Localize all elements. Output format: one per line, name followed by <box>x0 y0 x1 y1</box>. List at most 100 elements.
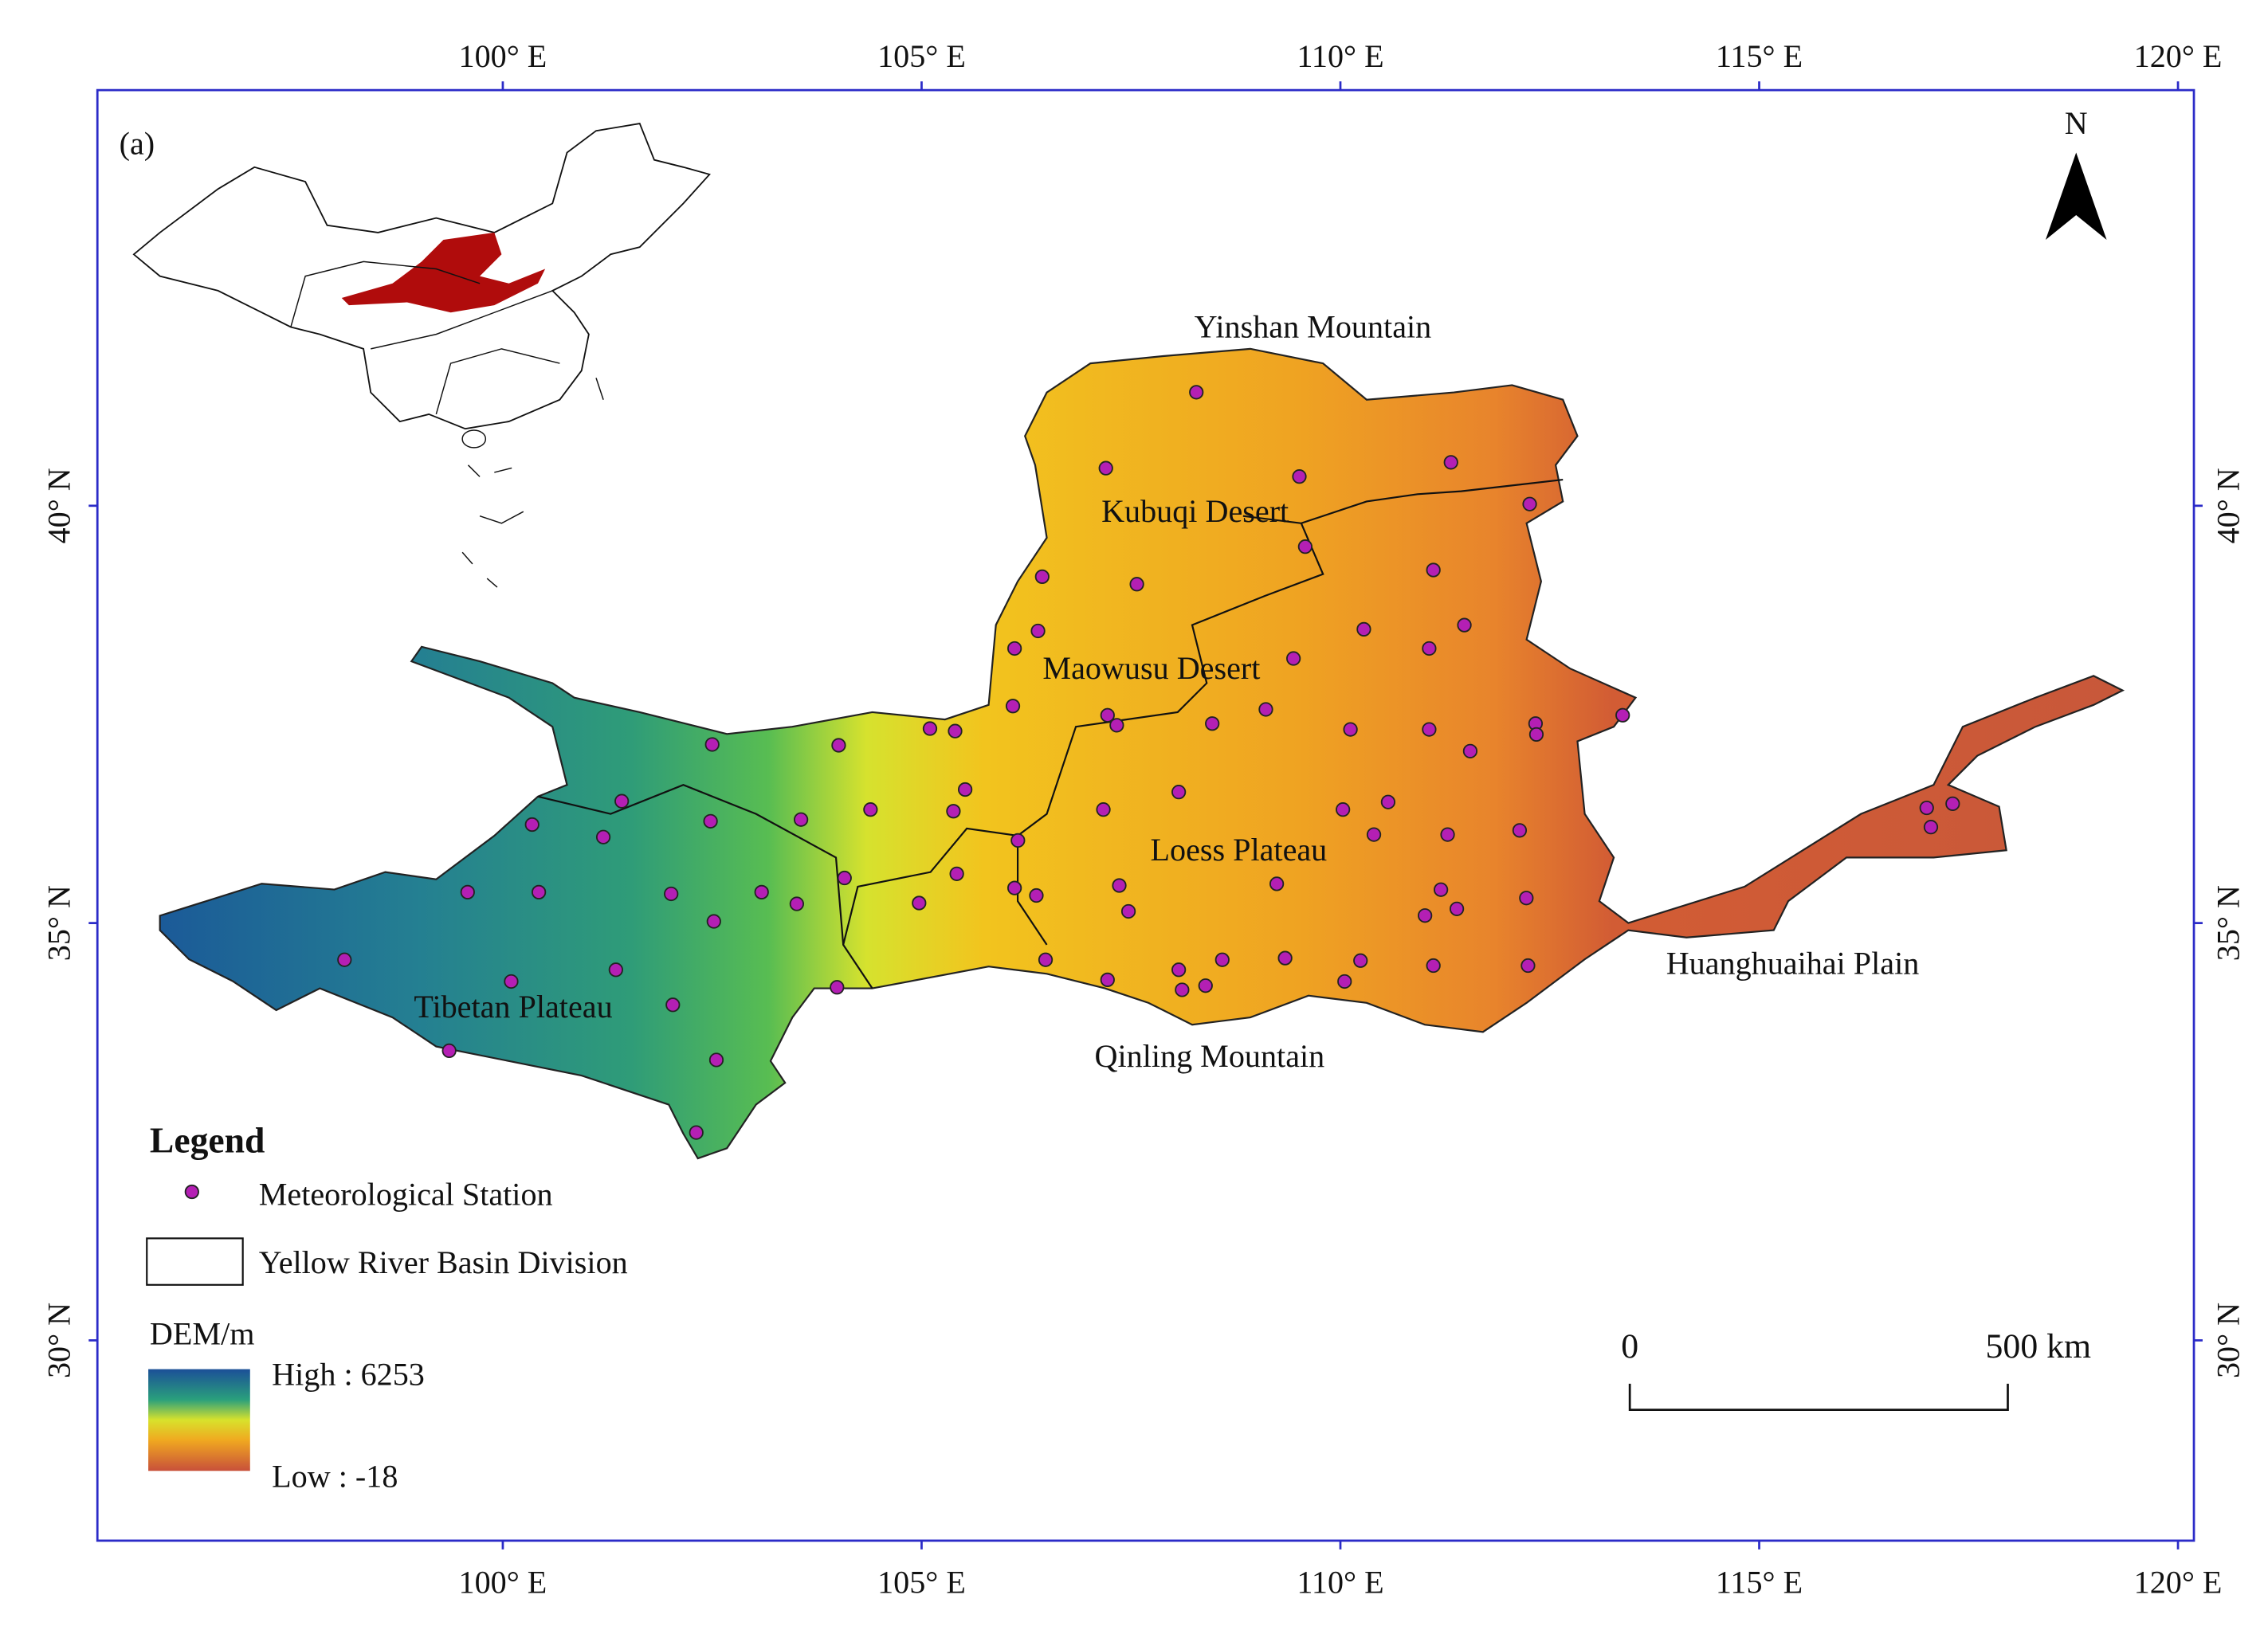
station <box>949 866 964 881</box>
lat-tick-label: 40° N <box>41 468 77 543</box>
lon-tick-label: 110° E <box>1297 1565 1383 1601</box>
station <box>1007 880 1022 895</box>
station <box>1945 796 1960 811</box>
station <box>1258 702 1273 717</box>
place-label: Qinling Mountain <box>1095 1038 1325 1074</box>
station <box>689 1125 704 1140</box>
station <box>1120 903 1136 919</box>
station <box>1297 539 1313 554</box>
station <box>1189 385 1204 400</box>
station <box>948 723 963 739</box>
scale-label: 500 km <box>1986 1327 2092 1366</box>
station <box>1615 707 1630 723</box>
station <box>830 980 845 995</box>
station <box>1443 455 1458 470</box>
divisions <box>537 478 1564 989</box>
place-label: Kubuqi Desert <box>1101 493 1289 529</box>
scale-line <box>1628 1383 2009 1412</box>
station <box>1457 617 1472 633</box>
station <box>1919 800 1934 816</box>
station <box>614 793 630 809</box>
station <box>1038 952 1054 967</box>
legend-basin-symbol <box>146 1237 244 1286</box>
station <box>703 813 718 829</box>
station <box>1269 876 1285 891</box>
lon-tick-label: 105° E <box>877 1565 966 1601</box>
lon-tick-label: 115° E <box>1716 38 1803 74</box>
station <box>1007 641 1022 656</box>
station <box>946 804 961 819</box>
station <box>1449 901 1465 916</box>
dem-colorbar <box>148 1369 250 1471</box>
lat-tick-label: 30° N <box>41 1303 77 1378</box>
legend-label: Low : -18 <box>272 1458 398 1494</box>
station <box>1029 887 1044 903</box>
lon-tick-label: 115° E <box>1716 1565 1803 1601</box>
station <box>1109 718 1124 733</box>
lon-tick-label: 105° E <box>877 38 966 74</box>
station <box>1426 562 1441 578</box>
station <box>1337 974 1352 989</box>
station <box>793 812 809 827</box>
lat-tick-label: 35° N <box>2211 885 2246 961</box>
scale-label: 0 <box>1621 1327 1638 1366</box>
station <box>837 870 852 886</box>
station <box>1171 962 1187 978</box>
inset-map <box>132 123 711 588</box>
station <box>532 884 547 899</box>
station <box>789 896 804 911</box>
station <box>1512 823 1528 838</box>
north-arrow <box>2045 152 2107 241</box>
legend-title: Legend <box>150 1120 265 1161</box>
station <box>1353 953 1368 968</box>
station <box>504 974 519 989</box>
legend-label: High : 6253 <box>272 1357 425 1393</box>
lat-tick-label: 35° N <box>41 885 77 961</box>
station <box>1292 469 1307 484</box>
station <box>1528 727 1544 742</box>
station <box>1171 785 1187 800</box>
station <box>1343 722 1358 737</box>
station <box>1422 641 1437 656</box>
station <box>1336 802 1351 817</box>
legend-station-symbol <box>184 1184 199 1200</box>
station <box>664 886 679 902</box>
station <box>524 817 540 833</box>
scale-bar: 0 500 km <box>1621 1327 2092 1412</box>
station <box>1366 827 1382 842</box>
map-frame: (a) N Yinshan Mountain Kubuqi Desert Mao… <box>41 38 2246 1601</box>
lon-tick-label: 100° E <box>459 38 547 74</box>
station <box>1380 794 1396 809</box>
station <box>1112 878 1127 893</box>
station <box>1100 707 1115 723</box>
station <box>1418 908 1433 923</box>
station <box>1356 621 1371 637</box>
lat-tick-label: 30° N <box>2211 1303 2246 1378</box>
station <box>1434 882 1449 897</box>
station <box>754 884 769 899</box>
station <box>1175 982 1190 997</box>
station <box>831 738 846 753</box>
place-label: Huanghuaihai Plain <box>1666 945 1920 981</box>
station <box>1100 972 1115 987</box>
legend-label: Meteorological Station <box>259 1176 553 1212</box>
station <box>337 952 352 967</box>
place-label: Yinshan Mountain <box>1195 308 1432 344</box>
frame <box>96 88 2195 1542</box>
station <box>958 782 973 797</box>
station <box>1034 569 1050 584</box>
lat-tick-label: 40° N <box>2211 468 2246 543</box>
station <box>1214 952 1230 967</box>
legend: Legend Meteorological Station Yellow Riv… <box>146 1120 628 1494</box>
panel-label: (a) <box>120 125 155 161</box>
station <box>706 914 721 929</box>
station <box>1422 722 1437 737</box>
station <box>1923 820 1939 835</box>
station <box>1521 958 1536 974</box>
station <box>608 962 623 978</box>
legend-label: DEM/m <box>150 1316 255 1352</box>
place-label: Tibetan Plateau <box>414 989 612 1025</box>
station <box>441 1043 457 1059</box>
